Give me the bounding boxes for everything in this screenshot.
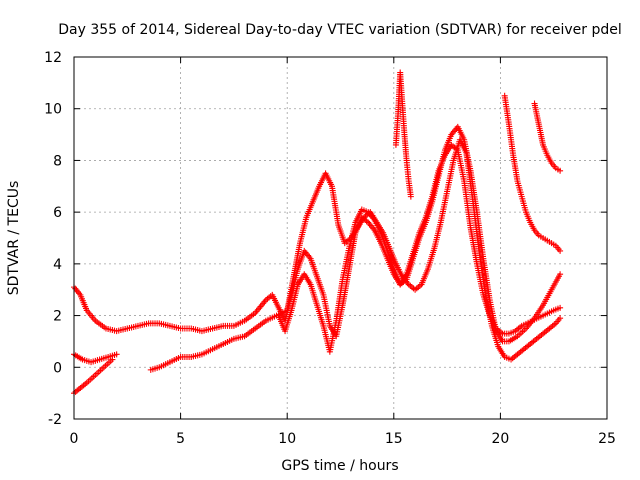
data-point xyxy=(109,356,116,363)
data-point xyxy=(407,193,414,200)
x-tick-label: 15 xyxy=(385,431,403,447)
x-tick-label: 20 xyxy=(491,431,509,447)
y-tick-label: 12 xyxy=(44,50,62,66)
series-arc-5 xyxy=(275,123,564,355)
axis-ticks xyxy=(73,56,608,420)
data-point xyxy=(557,304,564,311)
data-point xyxy=(557,167,564,174)
data-point xyxy=(557,247,564,254)
y-tick-labels: -2 0 2 4 6 8 10 12 xyxy=(44,50,62,428)
data-point xyxy=(113,351,120,358)
x-tick-label: 25 xyxy=(598,431,616,447)
series-arc-1 xyxy=(71,141,564,340)
plot-frame xyxy=(73,56,608,420)
series-arc-6 xyxy=(392,69,414,200)
x-tick-label: 5 xyxy=(176,431,185,447)
y-tick-label: 0 xyxy=(53,360,62,376)
x-tick-label: 10 xyxy=(278,431,296,447)
y-tick-label: 10 xyxy=(44,102,62,118)
data-point xyxy=(557,315,564,322)
y-tick-label: 4 xyxy=(53,257,62,273)
y-tick-label: 2 xyxy=(53,309,62,325)
y-tick-label: 8 xyxy=(53,153,62,169)
chart-title: Day 355 of 2014, Sidereal Day-to-day VTE… xyxy=(58,22,622,38)
series-arc-3 xyxy=(71,356,116,397)
data-points xyxy=(71,69,564,397)
x-tick-labels: 0 5 10 15 20 25 xyxy=(70,431,616,447)
data-point xyxy=(557,271,564,278)
series-arc-7 xyxy=(501,92,564,254)
y-tick-label: 6 xyxy=(53,205,62,221)
y-axis-label: SDTVAR / TECUs xyxy=(6,181,22,296)
x-axis-label: GPS time / hours xyxy=(281,458,398,474)
series-arc-8 xyxy=(531,100,564,174)
x-tick-label: 0 xyxy=(70,431,79,447)
y-tick-label: -2 xyxy=(48,412,62,428)
